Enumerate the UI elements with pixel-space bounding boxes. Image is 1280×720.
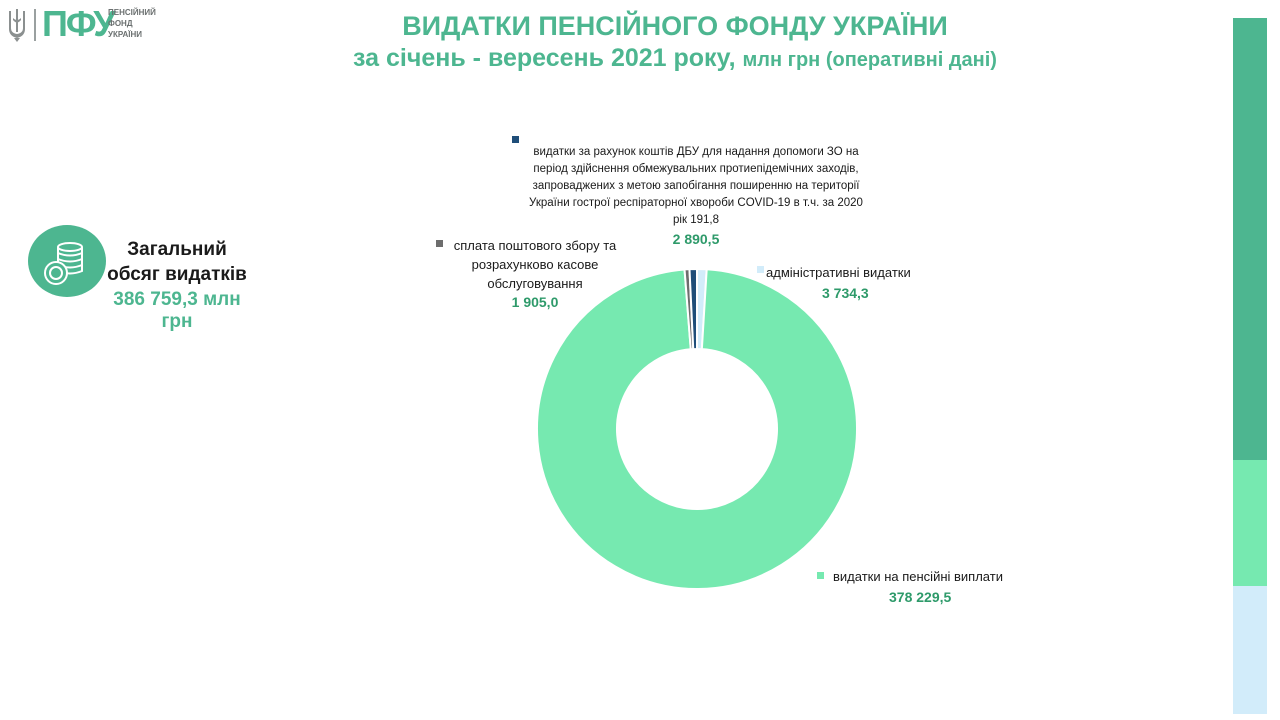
side-bar-light-green: [1233, 460, 1267, 586]
label-pension-text: видатки на пенсійні виплати: [833, 569, 1003, 584]
logo-line-2: ФОНД: [108, 19, 133, 28]
logo-line-1: ПЕНСІЙНИЙ: [108, 8, 156, 17]
title-line-2-main: за січень - вересень 2021 року,: [353, 44, 736, 72]
label-postal-line-2: розрахунково касове: [471, 257, 599, 272]
total-value: 386 759,3 млн грн: [113, 289, 241, 332]
label-postal-line-1: сплата поштового збору та: [453, 238, 617, 253]
logo-separator: [34, 9, 36, 41]
label-dbu: видатки за рахунок коштів ДБУ для наданн…: [520, 144, 872, 248]
legend-marker-dbu: [512, 136, 519, 143]
total-label: Загальний обсяг видатків: [100, 237, 254, 287]
coins-icon: [44, 242, 83, 285]
side-bar-light-blue: [1233, 586, 1267, 714]
page-title: ВИДАТКИ ПЕНСІЙНОГО ФОНДУ УКРАЇНИ за січе…: [290, 10, 1060, 76]
value-pension: 378 229,5: [889, 589, 952, 605]
label-pension: видатки на пенсійні виплати 378 229,5: [833, 567, 1033, 607]
label-dbu-line-3: запроваджених з метою запобігання пошире…: [532, 180, 860, 192]
slice-dbu: [688, 267, 698, 351]
value-admin: 3 734,3: [822, 285, 869, 301]
label-admin-text: адміністративні видатки: [766, 265, 911, 280]
value-postal: 1 905,0: [511, 294, 559, 310]
title-line-2: за січень - вересень 2021 року, млн грн …: [290, 42, 1060, 76]
title-line-2-unit: млн грн (оперативні дані): [742, 49, 997, 71]
total-label-line-1: Загальний: [127, 239, 227, 260]
logo-line-3: УКРАЇНИ: [108, 30, 143, 39]
logo-mark: ПФУ: [42, 3, 116, 44]
legend-marker-admin: [757, 266, 764, 273]
side-bar-dark-green: [1233, 18, 1267, 460]
trident-emblem-icon: [9, 9, 25, 42]
label-postal-line-3: обслуговування: [487, 276, 583, 291]
label-admin: адміністративні видатки 3 734,3: [766, 263, 946, 303]
logo-text: ПЕНСІЙНИЙ ФОНД УКРАЇНИ: [108, 7, 156, 40]
value-dbu: 2 890,5: [672, 231, 720, 247]
slice-pension: [536, 268, 858, 590]
label-postal: сплата поштового збору та розрахунково к…: [440, 236, 630, 312]
title-line-1: ВИДАТКИ ПЕНСІЙНОГО ФОНДУ УКРАЇНИ: [402, 11, 948, 41]
label-dbu-line-2: період здійснення обмежувальних протиепі…: [533, 163, 859, 175]
legend-marker-postal: [436, 240, 443, 247]
label-dbu-line-4: України гострої респіраторної хвороби CO…: [529, 197, 863, 209]
pfu-logo: ПФУ ПЕНСІЙНИЙ ФОНД УКРАЇНИ: [6, 3, 156, 46]
legend-marker-pension: [817, 572, 824, 579]
label-dbu-line-5: рік 191,8: [673, 214, 719, 226]
total-label-line-2: обсяг видатків: [107, 264, 247, 285]
label-dbu-line-1: видатки за рахунок коштів ДБУ для наданн…: [533, 146, 859, 158]
total-icon-circle: [28, 225, 106, 297]
